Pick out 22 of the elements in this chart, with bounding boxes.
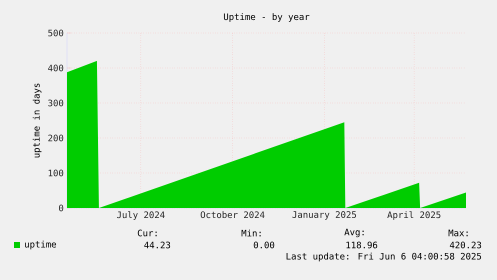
- x-tick-label: January 2025: [292, 211, 356, 220]
- text: Avg:: [344, 228, 364, 238]
- y-tick-label: 100: [48, 170, 64, 176]
- text: Cur:: [138, 230, 157, 236]
- y-tick-label: 300: [48, 100, 64, 106]
- legend-label: uptime: [25, 240, 56, 250]
- y-tick-label: 0: [58, 204, 64, 212]
- x-tick-label: July 2024: [117, 211, 165, 220]
- y-tick-label: 200: [48, 134, 64, 142]
- text: Min:: [242, 230, 261, 236]
- text: 44.23: [144, 242, 170, 248]
- y-axis-title: uptime in days: [32, 84, 42, 158]
- text: 420.23: [450, 242, 482, 248]
- chart-title: Uptime - by year: [224, 13, 310, 22]
- text: Max:: [448, 230, 468, 236]
- y-tick-label: 500: [48, 30, 64, 36]
- text: 0.00: [254, 242, 274, 248]
- text: 118.96: [346, 242, 378, 248]
- x-tick-label: April 2025: [387, 211, 440, 220]
- x-tick-label: October 2024: [200, 211, 265, 218]
- y-tick-label: 400: [48, 64, 64, 72]
- text: Last update: Fri Jun 6 04:00:58 2025: [286, 252, 482, 262]
